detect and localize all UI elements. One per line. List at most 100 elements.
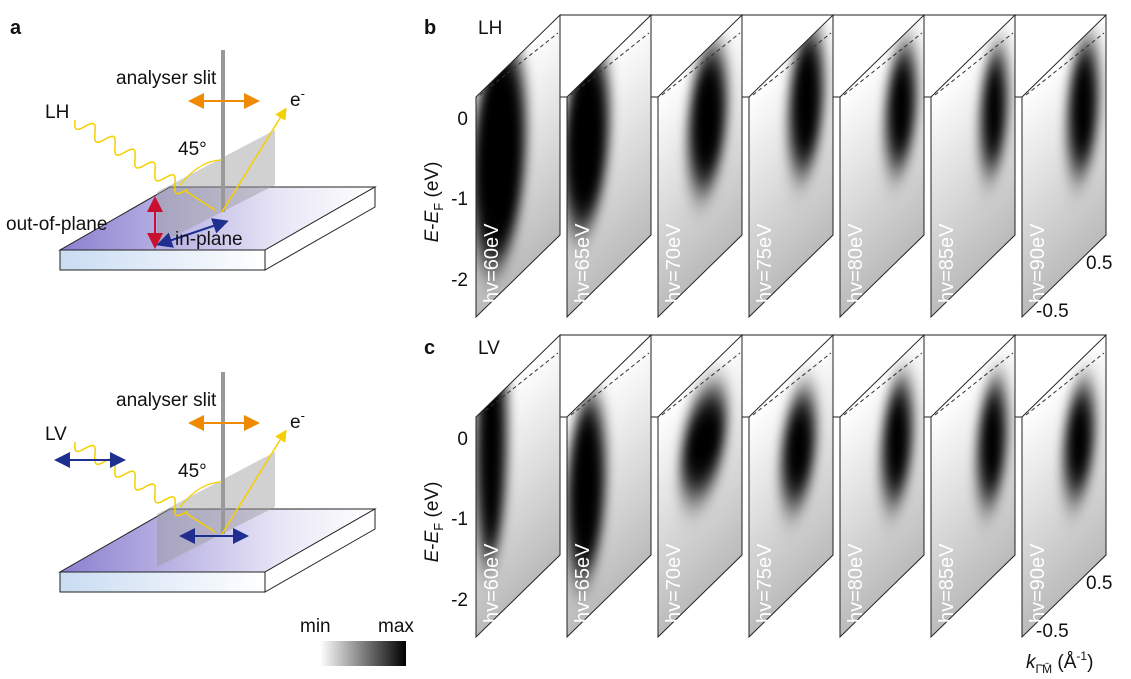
spectrum-slice [749, 334, 834, 637]
dashed-line [661, 352, 741, 416]
polarization-label: LH [478, 18, 502, 39]
e1: E [422, 229, 443, 242]
polarization-label: LV [478, 338, 500, 359]
photon-energy: hv=80eV [845, 543, 867, 623]
out-of-plane-label: out-of-plane [6, 214, 107, 235]
dashed-line [934, 352, 1014, 416]
photon-energy: hv=70eV [663, 543, 685, 623]
dash: - [422, 543, 443, 549]
y-axis-label: E-EF (eV) [422, 482, 446, 563]
y-axis-label: E-EF (eV) [422, 162, 446, 243]
dashed-line [1025, 32, 1105, 96]
spectrum-blob [977, 380, 1007, 505]
arpes-panel: b LH hv=60eV hv=65eV hv=70eV hv=75eV hv=80eV hv… [422, 13, 1112, 322]
beam-label: LH [45, 102, 69, 123]
spectrum-slice [658, 334, 743, 637]
spectrum-blob [885, 45, 917, 170]
photon-energy: hv=90eV [1027, 543, 1049, 623]
slice-outline [657, 333, 743, 639]
spectrum-blob [789, 29, 824, 174]
slice-outline [930, 333, 1016, 639]
dashed-line [752, 32, 832, 96]
spectrum-image [749, 14, 834, 317]
photon-energy: hv=60eV [481, 223, 503, 303]
k-tick-label: -0.5 [1036, 301, 1069, 322]
electron: e [290, 90, 301, 111]
panel-label: c [424, 337, 435, 359]
k: k [1026, 652, 1037, 673]
spectrum-slice [931, 14, 1016, 317]
e2: E [422, 210, 443, 223]
spectrum-blob [567, 45, 610, 232]
spectrum-slice [1022, 334, 1107, 637]
photon-energy: hv=60eV [481, 543, 503, 623]
spectrum-image [476, 14, 561, 317]
k-axis-label: kΓ̄M̄ (Å-1) [1026, 649, 1093, 676]
slice-outline [475, 13, 561, 319]
photon-energy: hv=75eV [754, 543, 776, 623]
spectrum-blob [882, 379, 913, 503]
slice-outline [475, 333, 561, 639]
unit-sup: -1 [1076, 649, 1087, 663]
dash: - [422, 223, 443, 229]
spectrum-slice [840, 14, 925, 317]
spectrum-blob [688, 46, 727, 191]
unit: (eV) [422, 482, 443, 523]
slice-outline [748, 333, 834, 639]
y-tick-label: -1 [451, 189, 468, 210]
y-tick-label: 0 [457, 429, 468, 450]
dashed-line [843, 352, 923, 416]
spectrum-blob [1064, 384, 1095, 499]
angle-label: 45° [178, 461, 207, 482]
spectrum-image [931, 14, 1016, 317]
angle-label: 45° [178, 139, 207, 160]
y-tick-label: -2 [451, 590, 468, 611]
spectrum-slice [476, 14, 561, 317]
slice-outline [839, 333, 925, 639]
colorbar-max: max [378, 616, 414, 637]
spectrum-blob [567, 396, 606, 581]
spectrum-slice [749, 14, 834, 317]
electron-label: e- [290, 408, 305, 433]
unit: (eV) [422, 162, 443, 203]
sub: F [431, 203, 446, 211]
spectrum-slice [567, 14, 652, 317]
spectrum-image [840, 14, 925, 317]
photon-energy: hv=85eV [936, 223, 958, 303]
slice-outline [657, 13, 743, 319]
electron-label: e- [290, 86, 305, 111]
geometry-bottom: LV analyser slit e- 45° [45, 372, 377, 593]
y-tick-label: 0 [457, 109, 468, 130]
spectrum-slice [658, 14, 743, 317]
photon-energy: hv=65eV [572, 543, 594, 623]
electron: e [290, 412, 301, 433]
spectrum-blob [680, 387, 727, 498]
photon-energy: hv=75eV [754, 223, 776, 303]
slice-outline [1021, 13, 1107, 319]
spectrum-blob [980, 49, 1008, 172]
photon-energy: hv=65eV [572, 223, 594, 303]
unit-open: (Å [1052, 652, 1077, 673]
dashed-line [570, 352, 650, 416]
k-tick-label: 0.5 [1086, 253, 1112, 274]
dashed-line [752, 352, 832, 416]
spectrum-image [567, 14, 652, 317]
spectrum-image [931, 334, 1016, 637]
spectrum-slice [1022, 14, 1107, 317]
unit-close: ) [1087, 652, 1093, 673]
arpes-panel: c LV hv=60eV hv=65eV hv=70eV hv=75eV hv=80eV hv… [422, 333, 1112, 642]
spectrum-image [1022, 14, 1107, 317]
spectrum-slice [567, 334, 652, 637]
slice-outline [839, 13, 925, 319]
photon-energy: hv=80eV [845, 223, 867, 303]
in-plane-label: in-plane [175, 229, 243, 250]
k-tick-label: 0.5 [1086, 573, 1112, 594]
spectrum-image [658, 334, 743, 637]
geometry-top: LH analyser slit e- 45° out-of-plane in-… [6, 50, 377, 271]
colorbar [320, 641, 406, 666]
slice-outline [566, 13, 652, 319]
spectrum-blob [476, 41, 526, 268]
electron-sup: - [301, 408, 305, 423]
dashed-line [570, 32, 650, 96]
